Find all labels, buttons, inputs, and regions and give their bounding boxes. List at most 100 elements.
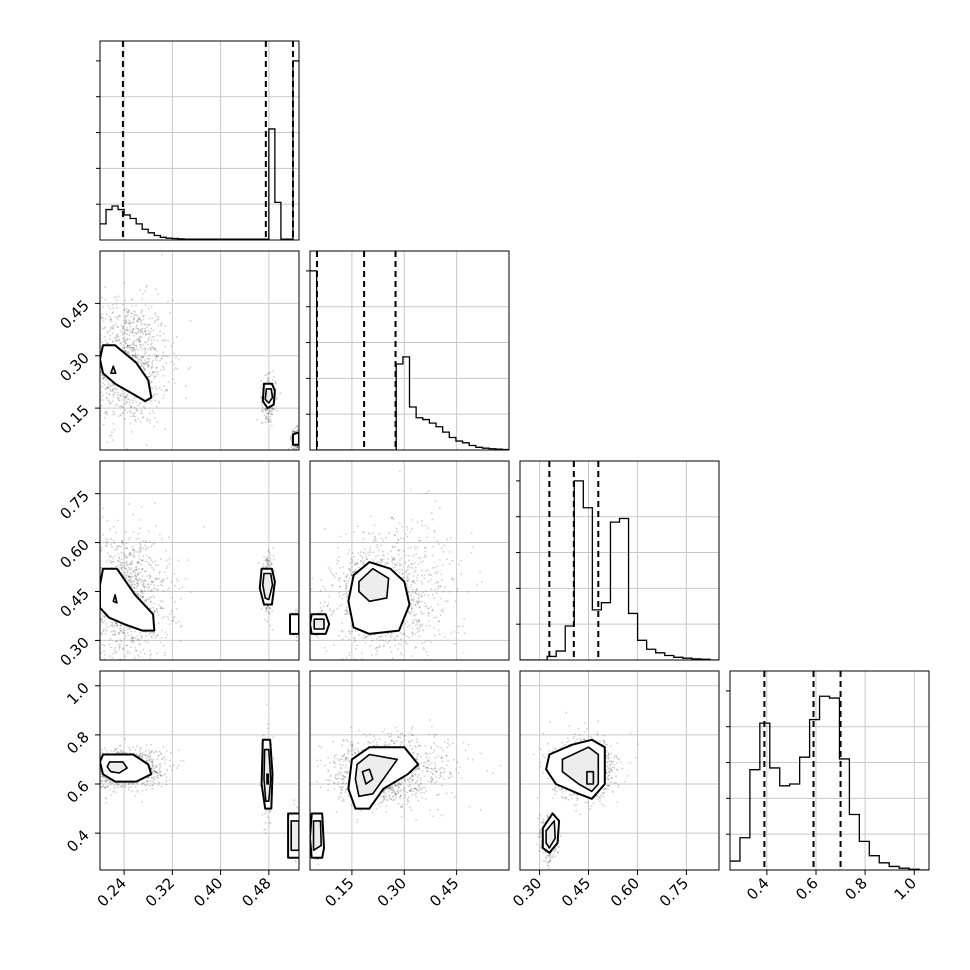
sample-point <box>379 646 381 648</box>
sample-point <box>441 579 443 582</box>
sample-point <box>408 624 411 627</box>
sample-point <box>96 770 98 772</box>
sample-point <box>407 573 409 576</box>
sample-point <box>411 591 414 593</box>
sample-point <box>391 556 393 558</box>
sample-point <box>437 603 439 606</box>
sample-point <box>412 579 415 582</box>
sample-point <box>147 366 150 369</box>
sample-point <box>129 415 132 418</box>
sample-point <box>155 564 158 566</box>
sample-point <box>424 602 426 605</box>
sample-point <box>369 533 371 535</box>
sample-point <box>94 376 96 378</box>
sample-point <box>134 584 137 586</box>
sample-point <box>61 590 63 592</box>
sample-point <box>369 546 371 549</box>
sample-point <box>341 603 343 606</box>
sample-point <box>126 393 128 396</box>
sample-point <box>269 411 272 413</box>
sample-point <box>141 568 144 571</box>
sample-point <box>342 566 344 568</box>
sample-point <box>101 296 103 299</box>
sample-point <box>394 564 397 566</box>
sample-point <box>157 370 160 373</box>
sample-point <box>142 591 144 593</box>
sample-point <box>275 387 277 390</box>
sample-point <box>406 583 409 586</box>
sample-point <box>386 562 389 565</box>
sample-point <box>139 549 141 552</box>
sample-point <box>128 319 131 322</box>
sample-point <box>115 547 118 550</box>
sample-point <box>112 396 115 398</box>
sample-point <box>319 611 322 614</box>
sample-point <box>290 439 292 442</box>
sample-point <box>132 513 135 516</box>
sample-point <box>132 549 135 551</box>
sample-point <box>111 545 113 548</box>
sample-point <box>101 385 103 388</box>
sample-point <box>106 542 108 545</box>
sample-point <box>141 330 144 333</box>
sample-point <box>102 615 104 617</box>
sample-point <box>137 361 140 364</box>
sample-point <box>383 554 385 557</box>
sample-point <box>41 347 43 349</box>
sample-point <box>123 308 126 311</box>
sample-point <box>84 537 86 539</box>
sample-point <box>418 630 420 632</box>
sample-point <box>265 418 267 421</box>
sample-point <box>107 381 110 383</box>
sample-point <box>135 577 138 580</box>
sample-point <box>139 329 142 332</box>
sample-point <box>391 516 393 519</box>
sample-point <box>75 392 77 394</box>
sample-point <box>410 593 413 595</box>
sample-point <box>416 620 418 623</box>
sample-point <box>136 592 139 595</box>
sample-point <box>143 570 146 573</box>
sample-point <box>410 668 412 670</box>
sample-point <box>96 600 98 602</box>
sample-point <box>122 340 125 343</box>
sample-point <box>141 416 144 419</box>
sample-point <box>427 574 430 576</box>
contour-inner <box>112 593 118 604</box>
sample-point <box>124 395 127 398</box>
sample-point <box>154 393 157 395</box>
sample-point <box>299 435 301 437</box>
sample-point <box>140 320 143 322</box>
sample-point <box>125 350 127 352</box>
sample-point <box>124 342 127 345</box>
sample-point <box>98 373 100 375</box>
sample-point <box>129 674 131 676</box>
sample-point <box>398 676 400 678</box>
sample-point <box>140 358 142 361</box>
sample-point <box>417 597 420 600</box>
sample-point <box>127 394 129 396</box>
sample-point <box>408 572 411 575</box>
sample-point <box>96 611 98 613</box>
sample-point <box>157 293 159 295</box>
sample-point <box>119 315 121 318</box>
sample-point <box>124 637 127 640</box>
sample-point <box>425 590 427 592</box>
sample-point <box>132 343 135 346</box>
sample-point <box>120 567 123 570</box>
sample-point <box>103 654 106 656</box>
sample-point <box>140 634 143 637</box>
sample-point <box>142 416 145 419</box>
sample-point <box>351 552 354 555</box>
sample-point <box>117 399 120 401</box>
sample-point <box>270 420 273 423</box>
sample-point <box>291 431 294 434</box>
sample-point <box>141 567 144 570</box>
sample-point <box>379 561 382 564</box>
sample-point <box>410 655 413 657</box>
sample-point <box>102 507 105 510</box>
sample-point <box>174 367 177 369</box>
sample-point <box>399 559 401 562</box>
sample-point <box>108 334 111 337</box>
sample-point <box>95 317 97 319</box>
